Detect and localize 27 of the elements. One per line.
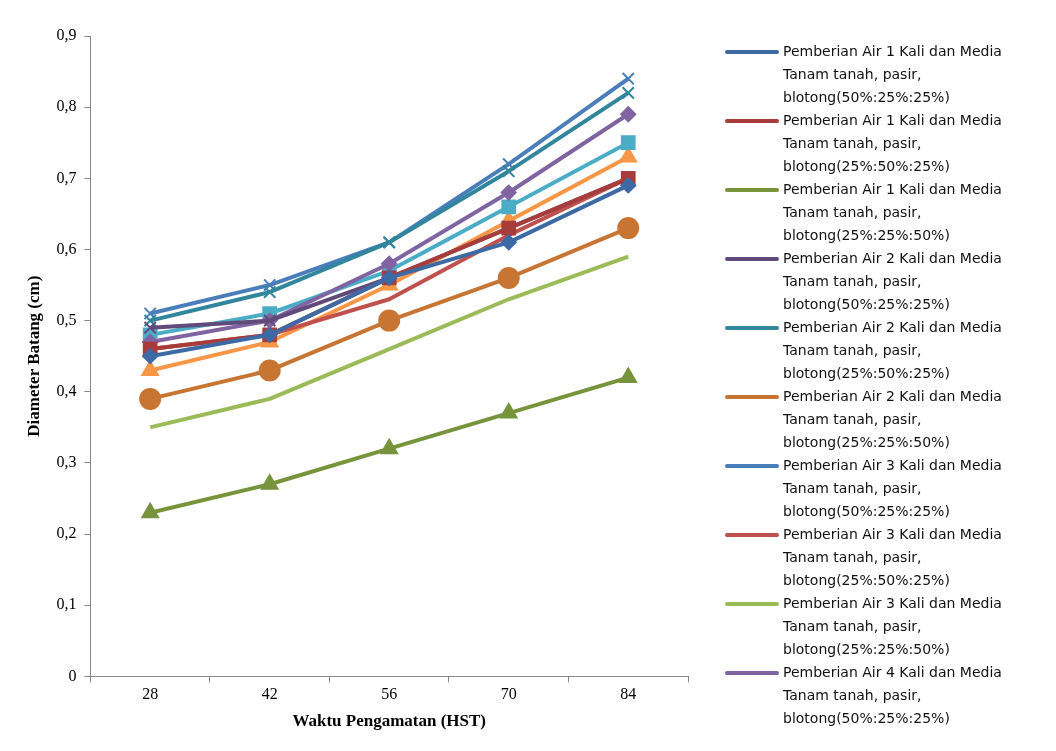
y-tick-label: 0,9 [56, 26, 77, 44]
y-tick-label: 0 [68, 666, 77, 684]
y-tick-label: 0,6 [56, 239, 77, 257]
legend-label: Pemberian Air 3 Kali dan Media Tanam tanah, pasir, blotong(25%:50%:25%) [783, 525, 1003, 590]
legend-label: Pemberian Air 2 Kali dan Media Tanam tanah, pasir, blotong(25%:25%:50%) [783, 387, 1003, 452]
legend-label: Pemberian Air 1 Kali dan Media Tanam tanah, pasir, blotong(25%:25%:50%) [783, 180, 1003, 245]
x-tick-label: 56 [381, 685, 398, 703]
x-tick-label: 42 [261, 685, 278, 703]
y-tick-label: 0,5 [56, 310, 77, 328]
y-tick-label: 0,3 [56, 453, 77, 471]
legend-label: Pemberian Air 2 Kali dan Media Tanam tanah, pasir, blotong(50%:25%:25%) [783, 249, 1003, 314]
legend-label: Pemberian Air 3 Kali dan Media Tanam tanah, pasir, blotong(25%:25%:50%) [783, 594, 1003, 659]
y-tick-label: 0,4 [56, 381, 77, 399]
legend-label: Pemberian Air 4 Kali dan Media Tanam tanah, pasir, blotong(50%:25%:25%) [783, 663, 1003, 728]
y-tick-label: 0,8 [56, 97, 77, 115]
y-tick-label: 0,2 [56, 524, 77, 542]
legend-label: Pemberian Air 3 Kali dan Media Tanam tanah, pasir, blotong(50%:25%:25%) [783, 456, 1003, 521]
legend-label: Pemberian Air 1 Kali dan Media Tanam tanah, pasir, blotong(50%:25%:25%) [783, 42, 1003, 107]
legend-label: Pemberian Air 1 Kali dan Media Tanam tanah, pasir, blotong(25%:50%:25%) [783, 111, 1003, 176]
x-tick-label: 70 [500, 685, 517, 703]
y-tick-label: 0,7 [56, 168, 77, 186]
legend-label: Pemberian Air 2 Kali dan Media Tanam tanah, pasir, blotong(25%:50%:25%) [783, 318, 1003, 383]
x-axis-title: Waktu Pengamatan (HST) [292, 711, 487, 731]
x-tick-label: 28 [142, 685, 159, 703]
y-tick-label: 0,1 [56, 595, 77, 613]
y-axis-title: Diameter Batang (cm) [23, 275, 43, 437]
x-tick-label: 84 [620, 685, 637, 703]
